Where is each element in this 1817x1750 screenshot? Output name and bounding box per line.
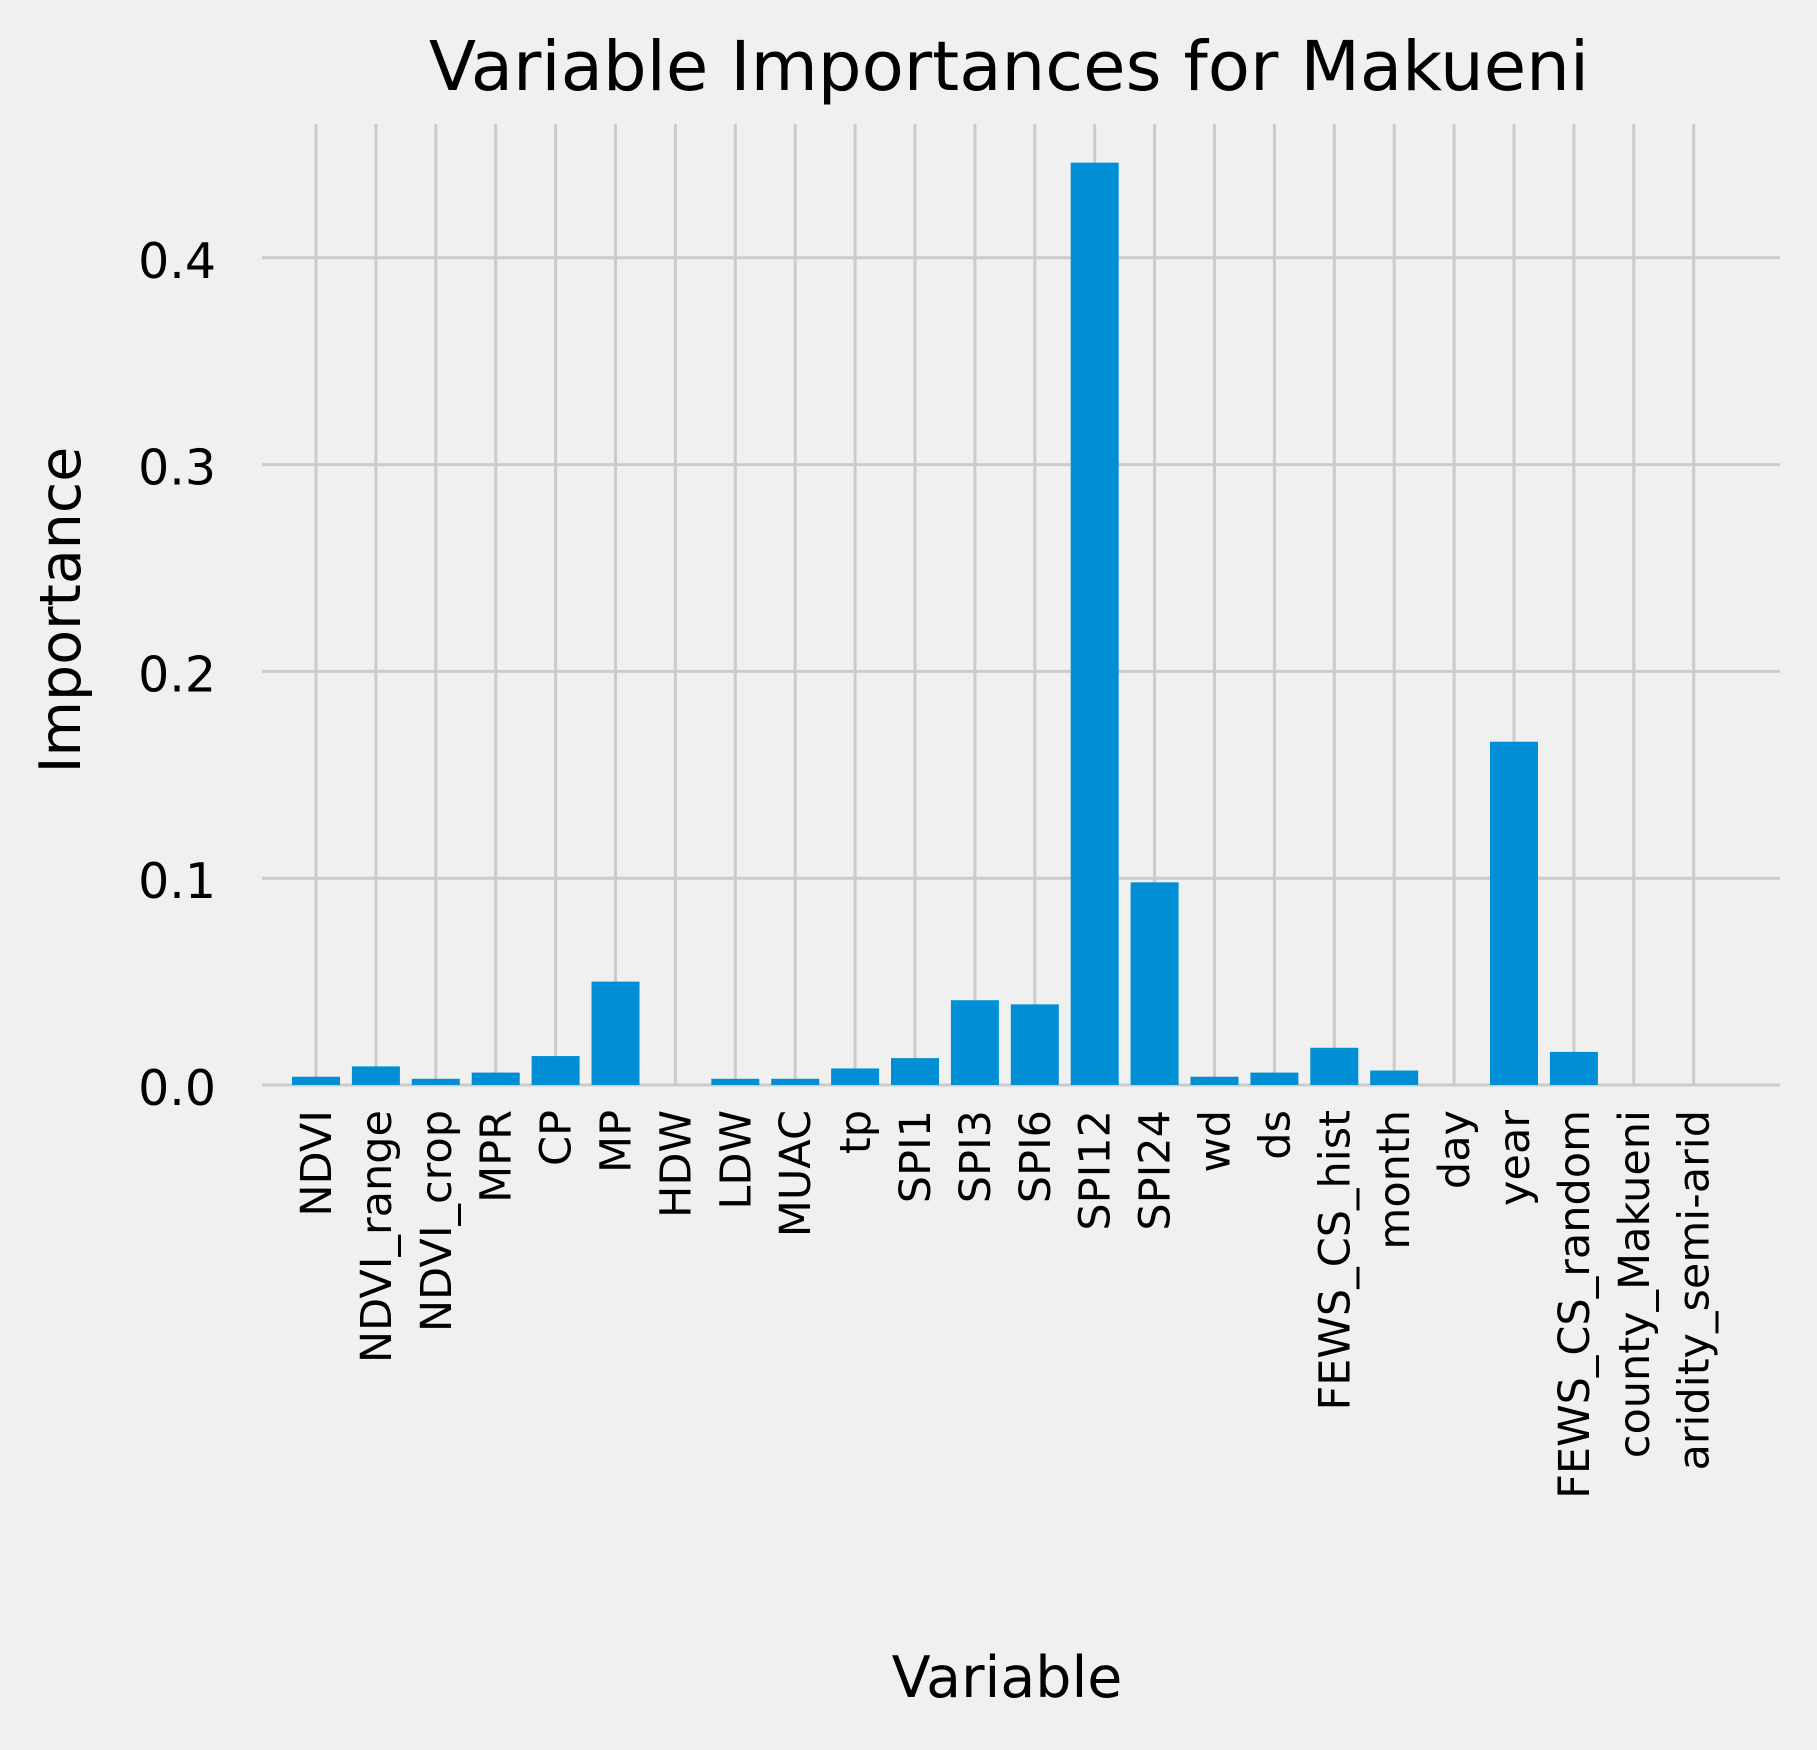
bar-SPI12: [1070, 162, 1119, 1085]
y-tick-label: 0.1: [138, 853, 216, 910]
y-tick-label: 0.4: [138, 233, 216, 290]
x-tick-label: LDW: [711, 1110, 761, 1210]
bar-wd: [1190, 1076, 1239, 1085]
bar-SPI1: [891, 1058, 939, 1085]
bar-MUAC: [771, 1078, 820, 1085]
x-axis-label: Variable: [892, 1645, 1123, 1711]
bar-NDVI_range: [351, 1066, 400, 1085]
y-axis-label: Importance: [28, 447, 94, 774]
x-tick-label: FEWS_CS_random: [1550, 1110, 1600, 1499]
bar-FEWS_CS_hist: [1310, 1047, 1359, 1085]
bar-month: [1370, 1070, 1419, 1085]
x-tick-label: MUAC: [771, 1110, 821, 1237]
x-tick-label: MPR: [472, 1110, 522, 1203]
bar-LDW: [711, 1078, 760, 1085]
y-tick-label: 0.0: [138, 1060, 216, 1117]
x-tick-label: FEWS_CS_hist: [1310, 1110, 1360, 1411]
x-tick-label: SPI1: [891, 1110, 941, 1203]
x-tick-label: NDVI: [292, 1110, 342, 1217]
x-tick-label: NDVI_range: [352, 1110, 402, 1363]
x-tick-label: CP: [532, 1110, 582, 1166]
x-tick-label: NDVI_crop: [412, 1110, 462, 1332]
y-tick-labels: 0.0 0.1 0.2 0.3 0.4: [138, 233, 216, 1117]
bar-ds: [1250, 1072, 1299, 1085]
bar-CP: [531, 1056, 580, 1085]
bar-year: [1490, 741, 1538, 1085]
x-tick-labels: NDVI NDVI_range NDVI_crop MPR CP MP HDW LDW MUAC…: [292, 1110, 1720, 1499]
bar-SPI6: [1010, 1004, 1059, 1085]
x-tick-label: SPI24: [1131, 1110, 1181, 1231]
x-tick-label: year: [1490, 1110, 1540, 1206]
x-tick-label: tp: [831, 1110, 881, 1154]
bar-FEWS_CS_random: [1549, 1051, 1598, 1085]
bar-SPI24: [1130, 882, 1179, 1085]
bars: [292, 162, 1598, 1085]
chart-title: Variable Importances for Makueni: [429, 27, 1589, 107]
x-tick-label: HDW: [651, 1110, 701, 1218]
bar-MPR: [471, 1072, 520, 1085]
bar-NDVI_crop: [411, 1078, 460, 1085]
x-tick-label: month: [1370, 1110, 1420, 1250]
x-tick-label: SPI12: [1071, 1110, 1121, 1231]
bar-SPI3: [950, 1000, 999, 1085]
x-tick-label: wd: [1191, 1110, 1241, 1172]
x-tick-label: aridity_semi-arid: [1670, 1110, 1720, 1471]
x-tick-label: day: [1430, 1110, 1480, 1189]
grid-lines: [262, 124, 1780, 1087]
bar-NDVI: [292, 1076, 340, 1085]
y-tick-label: 0.2: [138, 646, 216, 703]
x-tick-label: SPI3: [951, 1110, 1001, 1203]
bar-MP: [591, 981, 640, 1085]
y-tick-label: 0.3: [138, 440, 216, 497]
bar-tp: [831, 1068, 880, 1085]
x-tick-label: SPI6: [1011, 1110, 1061, 1203]
x-tick-label: county_Makueni: [1610, 1110, 1660, 1458]
x-tick-label: ds: [1250, 1110, 1300, 1160]
x-tick-label: MP: [592, 1110, 642, 1173]
